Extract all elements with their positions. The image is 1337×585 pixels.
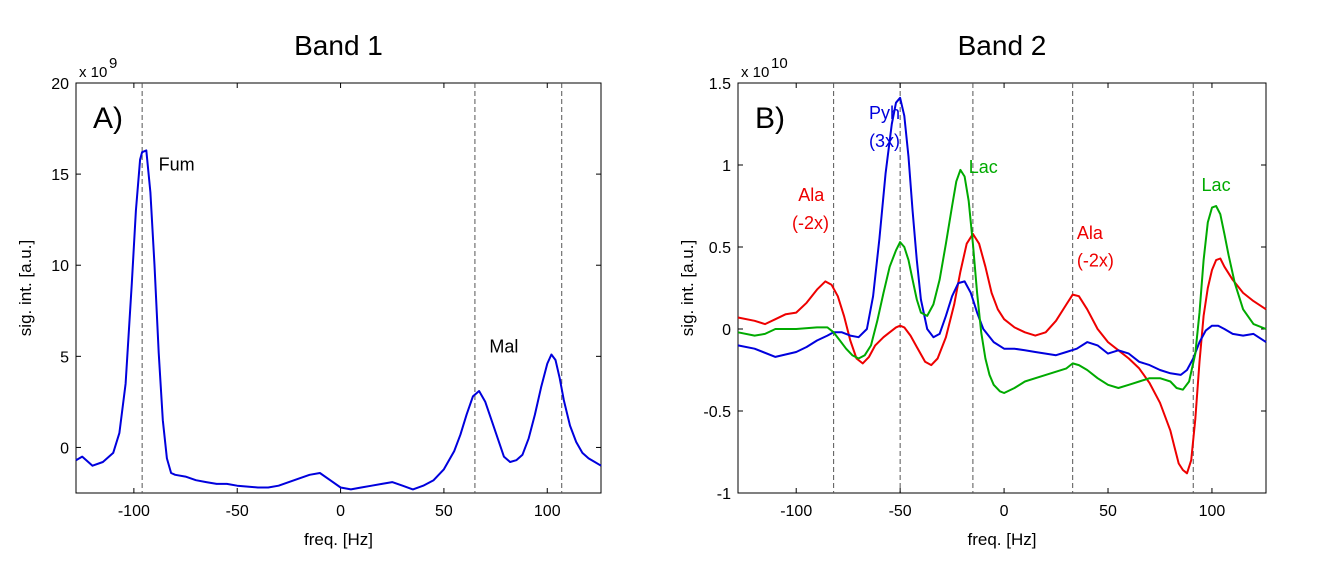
peak-annotation: (3x) — [869, 131, 900, 151]
series-line-0 — [75, 149, 602, 491]
x-tick-label: 100 — [1199, 503, 1226, 520]
peak-annotation: Mal — [489, 337, 518, 357]
x-tick-label: 0 — [1000, 503, 1009, 520]
x-tick-label: 100 — [534, 503, 561, 520]
plot-area-frame — [737, 82, 1267, 494]
x-tick-label: -50 — [889, 503, 912, 520]
y-tick-label: 10 — [51, 258, 69, 275]
y-tick-label: 0.5 — [709, 240, 731, 257]
panel-label: B) — [755, 102, 785, 135]
y-tick-label: 5 — [60, 349, 69, 366]
y-tick-label: 1 — [722, 158, 731, 175]
panel-label: A) — [93, 102, 123, 135]
peak-annotation: Lac — [969, 157, 998, 177]
y-tick-label: -0.5 — [703, 404, 731, 421]
x-tick-label: 50 — [435, 503, 453, 520]
chart-title: Band 1 — [294, 30, 383, 61]
x-tick-label: -100 — [780, 503, 812, 520]
series-line-2 — [737, 168, 1267, 394]
y-multiplier: x 10 — [741, 64, 769, 81]
band1-chart: -100 -50 0 50 100 0 5 10 15 20 Fum Mal Band 1 A) freq.… — [16, 30, 602, 549]
series-line-1 — [737, 96, 1267, 376]
y-multiplier-exponent: 10 — [771, 55, 788, 72]
y-tick-label: 15 — [51, 167, 69, 184]
peak-annotation: Ala — [798, 185, 825, 205]
x-tick-label: -100 — [118, 503, 150, 520]
y-tick-label: 20 — [51, 76, 69, 93]
peak-annotation: Pyh — [869, 103, 900, 123]
series-line-0 — [737, 232, 1267, 475]
peak-annotation: (-2x) — [792, 213, 829, 233]
peak-annotation: (-2x) — [1077, 251, 1114, 271]
y-tick-label: 0 — [722, 322, 731, 339]
peak-annotation: Ala — [1077, 223, 1104, 243]
y-axis-label: sig. int. [a.u.] — [16, 240, 35, 336]
y-tick-label: 1.5 — [709, 76, 731, 93]
peak-annotation: Fum — [159, 154, 195, 174]
x-tick-label: -50 — [226, 503, 249, 520]
chart-title: Band 2 — [958, 30, 1047, 61]
x-tick-label: 0 — [336, 503, 345, 520]
y-tick-label: -1 — [717, 486, 731, 503]
y-axis-label: sig. int. [a.u.] — [678, 240, 697, 336]
peak-annotation: Lac — [1202, 175, 1231, 195]
y-multiplier: x 10 — [79, 64, 107, 81]
y-multiplier-exponent: 9 — [109, 55, 117, 72]
x-axis-label: freq. [Hz] — [304, 530, 373, 549]
y-tick-label: 0 — [60, 440, 69, 457]
x-tick-label: 50 — [1099, 503, 1117, 520]
x-axis-label: freq. [Hz] — [968, 530, 1037, 549]
band2-chart: -100 -50 0 50 100 -1 -0.5 0 0.5 1 1.5 Ala (-2x) Pyh (3… — [678, 30, 1267, 549]
